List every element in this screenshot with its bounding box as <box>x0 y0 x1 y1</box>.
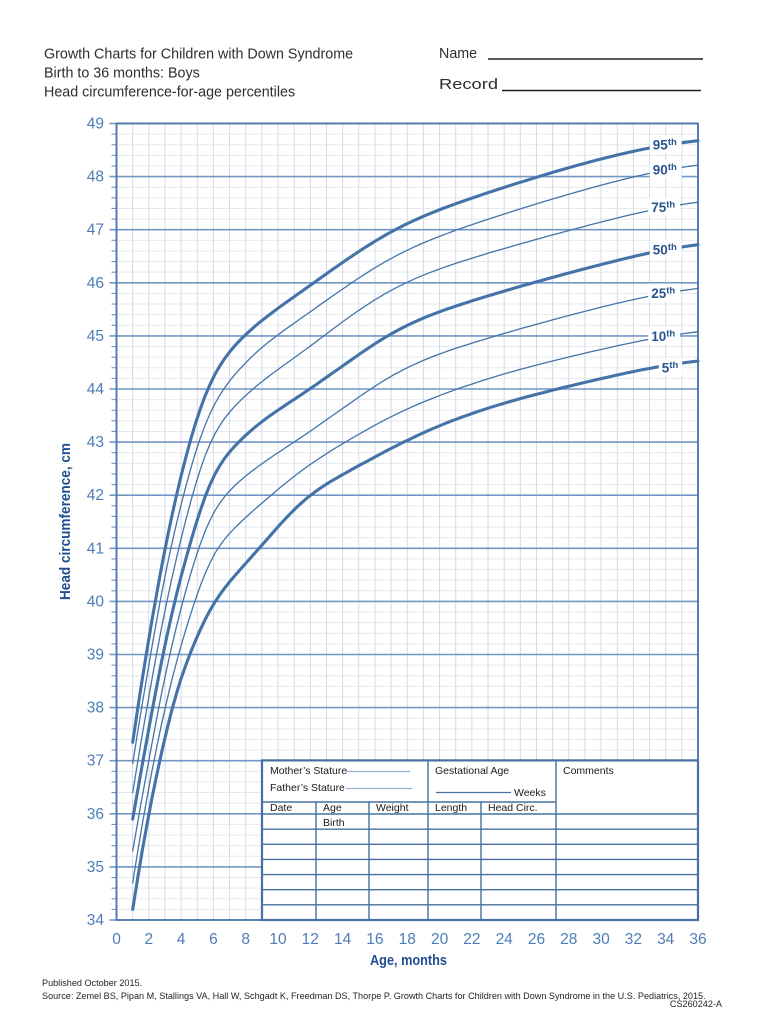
svg-text:10: 10 <box>269 931 287 948</box>
svg-text:0: 0 <box>112 931 121 948</box>
svg-text:42: 42 <box>87 487 104 504</box>
svg-text:46: 46 <box>87 275 104 292</box>
svg-text:12: 12 <box>302 931 319 948</box>
svg-text:22: 22 <box>463 931 480 948</box>
svg-text:Weight: Weight <box>376 802 409 814</box>
svg-text:4: 4 <box>177 931 186 948</box>
svg-text:43: 43 <box>87 434 104 451</box>
svg-text:Head Circ.: Head Circ. <box>488 802 538 814</box>
svg-text:Birth: Birth <box>323 817 345 829</box>
svg-text:26: 26 <box>528 931 545 948</box>
svg-text:2: 2 <box>144 931 153 948</box>
svg-text:14: 14 <box>334 931 352 948</box>
svg-text:38: 38 <box>87 700 104 717</box>
svg-text:49: 49 <box>87 116 104 133</box>
svg-text:Gestational Age: Gestational Age <box>435 765 509 777</box>
svg-text:36: 36 <box>689 931 706 948</box>
svg-text:Mother’s Stature: Mother’s Stature <box>270 765 347 777</box>
svg-text:Age: Age <box>323 802 342 814</box>
svg-text:34: 34 <box>87 912 105 929</box>
svg-text:Length: Length <box>435 802 467 814</box>
svg-text:39: 39 <box>87 647 104 664</box>
svg-text:34: 34 <box>657 931 675 948</box>
svg-text:32: 32 <box>625 931 642 948</box>
svg-text:Name: Name <box>439 46 477 62</box>
svg-text:47: 47 <box>87 222 104 239</box>
svg-text:44: 44 <box>87 381 105 398</box>
svg-text:Weeks: Weeks <box>514 787 546 799</box>
svg-text:Growth Charts for Children wit: Growth Charts for Children with Down Syn… <box>44 47 353 63</box>
svg-text:30: 30 <box>592 931 610 948</box>
svg-text:Age, months: Age, months <box>370 952 447 969</box>
svg-text:41: 41 <box>87 540 104 557</box>
svg-text:40: 40 <box>87 593 105 610</box>
svg-text:35: 35 <box>87 859 104 876</box>
svg-text:Comments: Comments <box>563 765 614 777</box>
svg-text:8: 8 <box>241 931 250 948</box>
svg-text:36: 36 <box>87 806 104 823</box>
svg-text:Date: Date <box>270 802 292 814</box>
svg-text:Published October 2015.: Published October 2015. <box>42 978 142 988</box>
svg-text:Birth to 36 months: Boys: Birth to 36 months: Boys <box>44 66 200 82</box>
svg-text:20: 20 <box>431 931 449 948</box>
svg-text:CS260242-A: CS260242-A <box>670 999 723 1009</box>
svg-text:28: 28 <box>560 931 577 948</box>
svg-text:16: 16 <box>366 931 383 948</box>
svg-text:Source: Zemel BS, Pipan M, Sta: Source: Zemel BS, Pipan M, Stallings VA,… <box>42 991 706 1001</box>
svg-text:18: 18 <box>399 931 416 948</box>
svg-text:48: 48 <box>87 169 104 186</box>
svg-text:45: 45 <box>87 328 104 345</box>
svg-text:37: 37 <box>87 753 104 770</box>
svg-text:Record: Record <box>439 77 498 93</box>
svg-text:6: 6 <box>209 931 218 948</box>
svg-text:Head circumference-for-age per: Head circumference-for-age percentiles <box>44 85 295 101</box>
svg-text:Father’s Stature: Father’s Stature <box>270 782 345 794</box>
svg-text:24: 24 <box>496 931 514 948</box>
svg-text:Head circumference, cm: Head circumference, cm <box>57 443 74 600</box>
